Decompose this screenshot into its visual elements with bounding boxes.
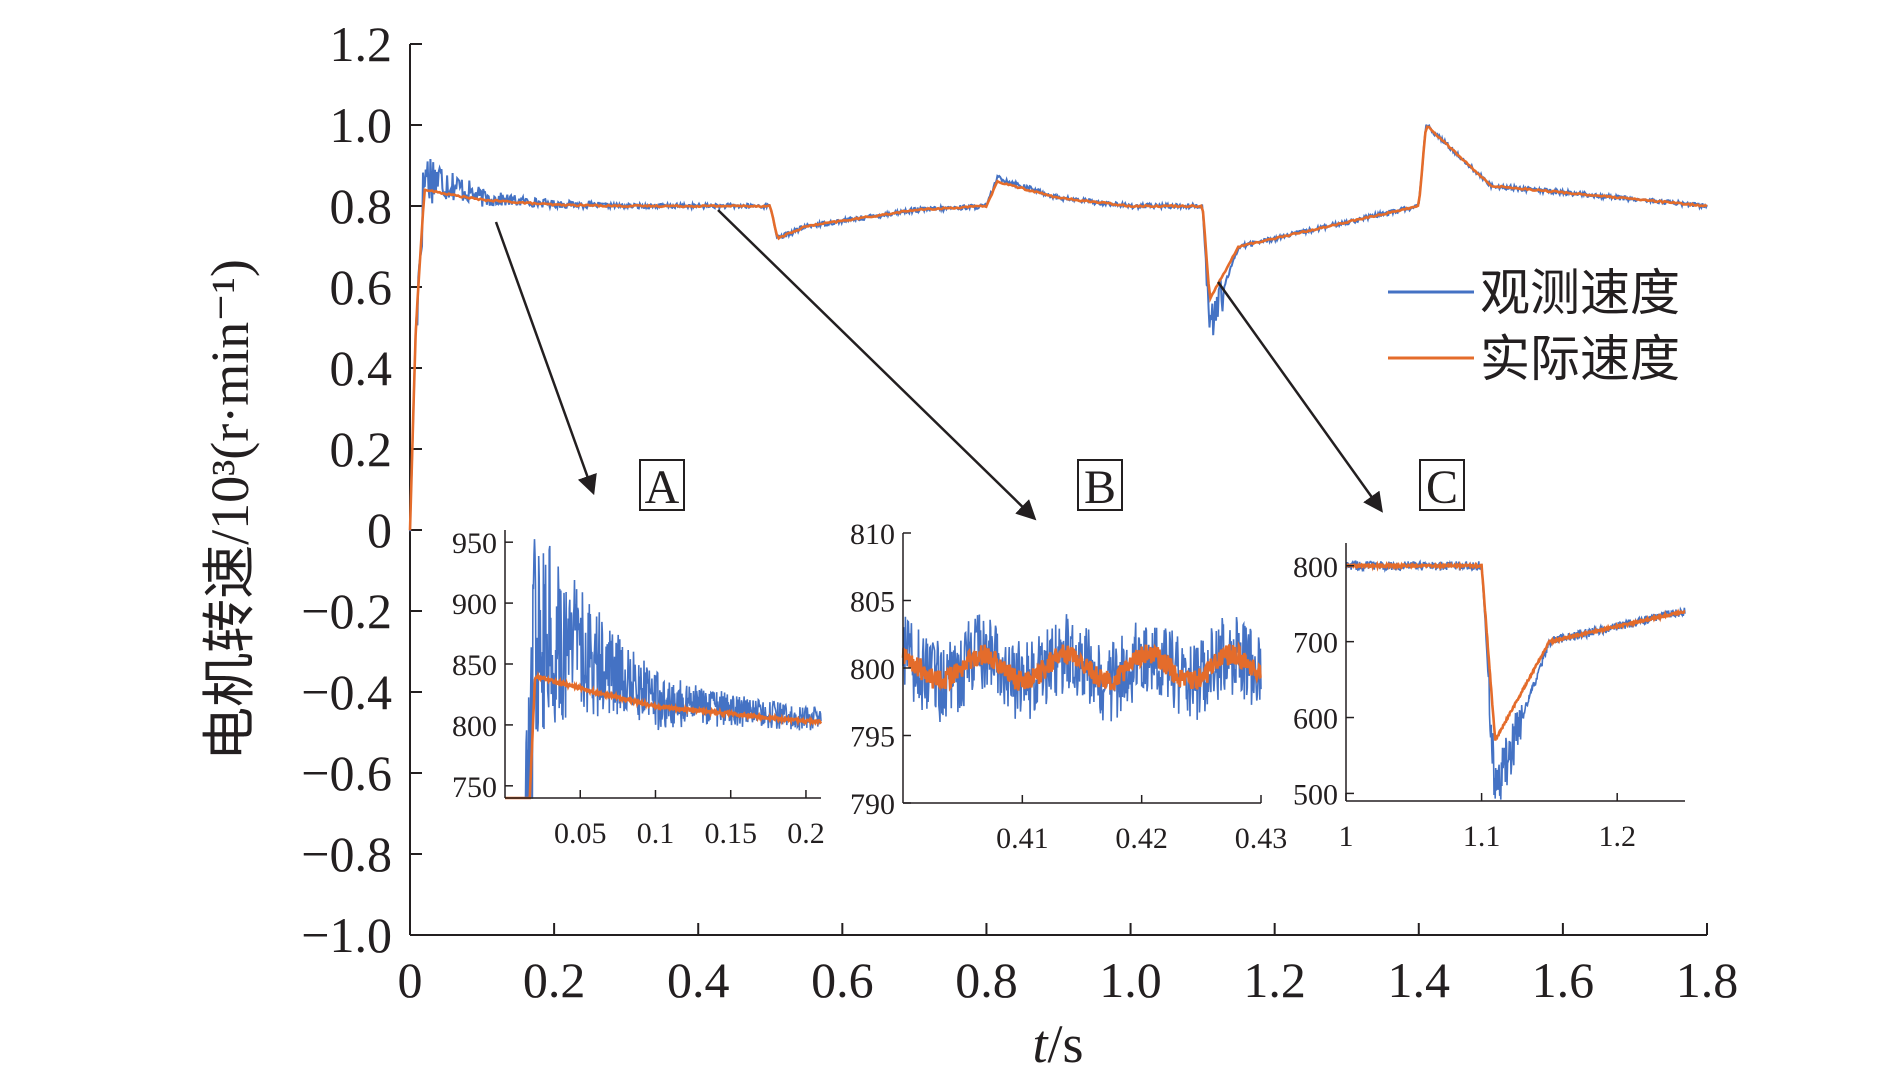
inset-a: A 0.05 0.1 0.15 0.2 950 900 850 800 750 — [452, 459, 825, 850]
x-tick-label: 1.4 — [1388, 952, 1451, 1008]
main-plot: 0 0.2 0.4 0.6 0.8 1.0 1.2 1.4 1.6 1.8 1.2 1.0 0.8 0.6… — [301, 16, 1738, 1008]
arrow-to-inset-b — [717, 209, 1037, 521]
arrow-to-inset-c — [1216, 281, 1383, 513]
x-tick-label: 1.2 — [1243, 952, 1306, 1008]
inset-c-x-tick-label: 1 — [1339, 820, 1354, 853]
inset-a-label-box — [639, 459, 685, 511]
y-tick-label: 0.2 — [330, 421, 393, 477]
inset-a-series-line-actual — [505, 671, 823, 800]
inset-b-x-tick-label: 0.42 — [1115, 822, 1168, 855]
inset-c-y-tick-label: 600 — [1293, 703, 1338, 736]
inset-c-label-box — [1419, 459, 1465, 511]
inset-c-x-tick-label: 1.1 — [1463, 820, 1501, 853]
inset-c-series-line-actual — [1345, 560, 1686, 741]
inset-a-series-line-observed — [505, 539, 822, 799]
inset-a-y-tick-label: 800 — [452, 710, 497, 743]
y-tick-label: 0 — [367, 502, 392, 558]
y-tick-label: −0.6 — [301, 745, 392, 801]
inset-b-y-tick-label: 800 — [850, 653, 895, 686]
x-tick-label: 0.4 — [667, 952, 730, 1008]
inset-c-frame — [1346, 543, 1685, 801]
x-tick-label: 1.6 — [1532, 952, 1595, 1008]
legend-label-actual: 实际速度 — [1480, 331, 1680, 387]
legend: 观测速度 实际速度 — [1388, 265, 1680, 387]
x-axis-title: t/s — [1032, 1014, 1083, 1074]
series-line-actual — [408, 125, 1708, 531]
inset-a-x-tick-label: 0.05 — [554, 817, 607, 850]
x-axis-title-italic: t — [1032, 1014, 1049, 1074]
inset-b-y-tick-label: 805 — [850, 586, 895, 619]
inset-a-y-tick-label: 950 — [452, 527, 497, 560]
inset-a-y-tick-label: 750 — [452, 771, 497, 804]
inset-a-x-tick-label: 0.15 — [704, 817, 757, 850]
inset-b-y-tick-label: 795 — [850, 721, 895, 754]
inset-b-x-tick-label: 0.43 — [1235, 822, 1288, 855]
inset-b-x-tick-label: 0.41 — [996, 822, 1049, 855]
y-tick-label: 0.6 — [330, 259, 393, 315]
x-tick-label: 0.6 — [811, 952, 874, 1008]
x-tick-label: 0.8 — [955, 952, 1018, 1008]
inset-b-y-tick-label: 790 — [850, 788, 895, 821]
inset-c-label: C — [1426, 461, 1458, 514]
y-tick-label: −0.4 — [301, 664, 392, 720]
x-tick-label: 0.2 — [523, 952, 586, 1008]
inset-b-y-tick-label: 810 — [850, 518, 895, 551]
inset-c-y-tick-label: 800 — [1293, 551, 1338, 584]
y-tick-label: 0.4 — [330, 340, 393, 396]
y-tick-label: −0.2 — [301, 583, 392, 639]
inset-c-y-tick-label: 500 — [1293, 778, 1338, 811]
legend-label-observed: 观测速度 — [1480, 265, 1680, 321]
x-tick-label: 0 — [398, 952, 423, 1008]
inset-a-x-tick-label: 0.2 — [787, 817, 825, 850]
inset-c-x-tick-label: 1.2 — [1598, 820, 1636, 853]
series-line-observed — [409, 123, 1708, 532]
x-tick-label: 1.0 — [1099, 952, 1162, 1008]
inset-b-series-line-actual — [901, 640, 1262, 692]
inset-b-label: B — [1084, 461, 1116, 514]
inset-c-y-tick-label: 700 — [1293, 627, 1338, 660]
inset-b: B 0.41 0.42 0.43 810 805 800 795 790 — [850, 459, 1288, 855]
x-axis-title-rest: /s — [1047, 1014, 1083, 1074]
y-tick-label: −0.8 — [301, 826, 392, 882]
arrow-to-inset-a — [494, 221, 597, 496]
y-tick-label: 0.8 — [330, 178, 393, 234]
y-tick-label: 1.0 — [330, 97, 393, 153]
inset-a-y-tick-label: 900 — [452, 588, 497, 621]
inset-a-x-tick-label: 0.1 — [637, 817, 675, 850]
y-tick-label: 1.2 — [330, 16, 393, 72]
x-tick-label: 1.8 — [1676, 952, 1739, 1008]
inset-a-label: A — [645, 461, 680, 514]
y-axis-title: 电机转速/10³(r·min⁻¹) — [200, 259, 260, 761]
inset-b-label-box — [1077, 459, 1123, 511]
inset-c: C 1 1.1 1.2 800 700 600 500 — [1293, 459, 1686, 853]
y-tick-label: −1.0 — [301, 907, 392, 963]
inset-a-y-tick-label: 850 — [452, 649, 497, 682]
